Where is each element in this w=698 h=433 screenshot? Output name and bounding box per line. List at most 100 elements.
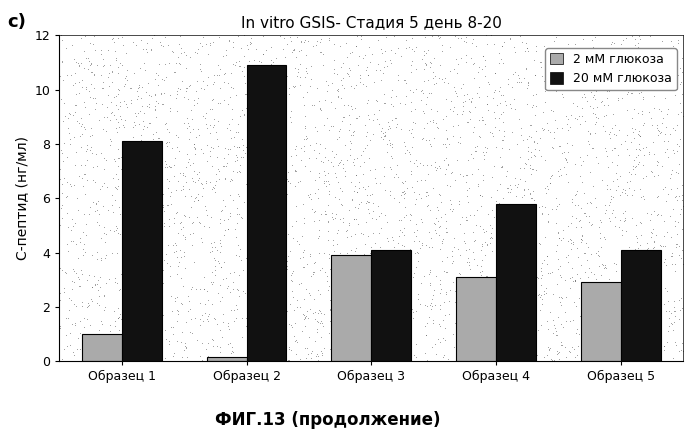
Point [632,239,643,246]
Point [652,210,663,217]
Point [646,69,657,76]
Point [612,95,623,102]
Point [91,249,103,256]
Point [602,311,614,318]
Point [228,286,239,293]
Point [507,211,519,218]
Point [484,335,496,342]
Point [421,100,432,107]
Point [471,262,482,269]
Point [528,57,540,64]
Point [662,146,673,153]
Point [429,226,440,233]
Point [232,285,243,292]
Point [582,97,593,104]
Point [321,87,332,94]
Point [591,299,602,306]
Point [207,278,218,285]
Legend: 2 мМ глюкоза, 20 мМ глюкоза: 2 мМ глюкоза, 20 мМ глюкоза [545,48,677,90]
Point [425,58,436,65]
Point [246,35,257,42]
Point [149,164,161,171]
Point [70,320,81,327]
Point [507,129,518,136]
Point [337,297,348,304]
Point [160,355,171,362]
Point [528,138,540,145]
Point [437,335,448,342]
Point [583,218,594,225]
Point [138,125,149,132]
Point [595,229,606,236]
Point [457,324,468,331]
Point [588,326,600,333]
Point [212,257,223,264]
Point [73,172,84,179]
Point [406,68,417,75]
Point [452,139,463,145]
Point [424,207,436,214]
Point [325,98,336,105]
Point [110,197,121,204]
Point [336,269,348,276]
Point [296,46,307,53]
Point [552,313,563,320]
Point [591,346,602,353]
Point [133,153,144,160]
Point [370,252,381,259]
Point [450,88,461,95]
Point [378,91,389,98]
Point [285,321,297,328]
Point [394,226,406,233]
Point [250,139,261,146]
Point [253,262,265,269]
Point [610,145,621,152]
Point [423,229,434,236]
Point [67,82,78,89]
Point [64,330,75,336]
Point [423,90,434,97]
Point [335,323,346,330]
Point [142,142,154,149]
Point [200,206,211,213]
Point [171,337,182,344]
Point [263,262,274,269]
Point [330,263,341,270]
Point [614,352,625,359]
Point [636,336,647,343]
Point [447,247,458,254]
Point [662,191,674,197]
Point [666,185,677,192]
Point [347,317,358,324]
Point [288,268,299,275]
Point [162,164,173,171]
Point [412,163,423,170]
Point [477,116,488,123]
Bar [332,255,371,361]
Point [218,97,230,104]
Point [285,37,297,44]
Point [334,184,346,191]
Point [61,194,72,201]
Point [271,74,282,81]
Point [185,285,196,292]
Point [259,177,270,184]
Point [175,49,186,56]
Point [487,94,498,101]
Point [528,102,539,109]
Point [184,305,195,312]
Point [422,192,433,199]
Point [174,59,185,66]
Point [350,115,362,122]
Point [632,109,644,116]
Point [320,177,332,184]
Point [329,66,340,73]
Point [202,211,213,218]
Point [435,198,446,205]
Point [230,301,242,308]
Point [65,183,76,190]
Point [387,141,398,148]
Point [548,145,559,152]
Point [594,307,605,314]
Point [85,144,96,151]
